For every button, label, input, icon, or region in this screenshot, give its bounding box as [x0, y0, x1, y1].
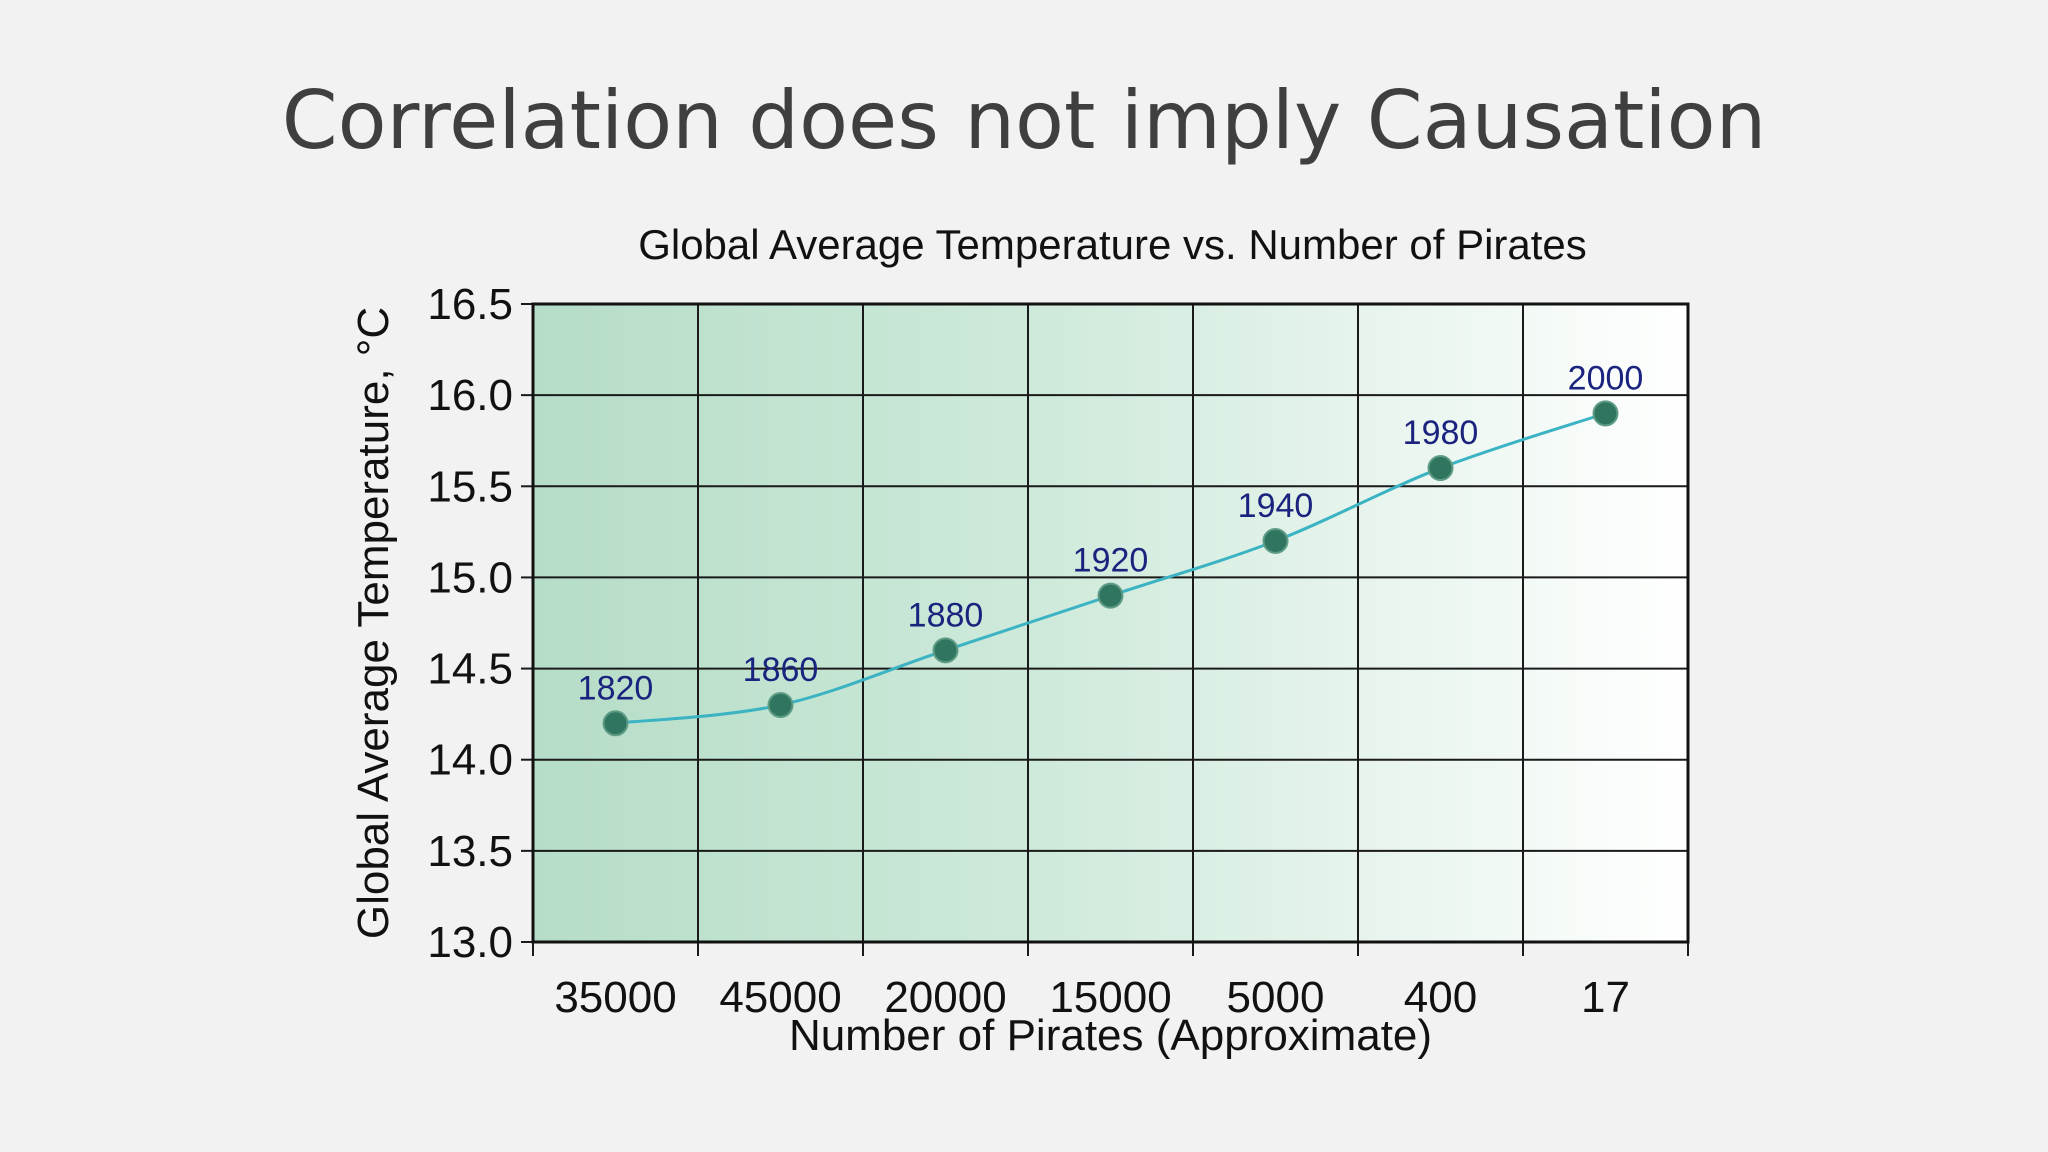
x-tick-label: 35000 [554, 973, 676, 1022]
tick-labels: 13.0 13.5 14.0 14.5 15.0 15.5 16.0 16.5 35000 450… [427, 280, 1630, 1022]
x-axis-label: Number of Pirates (Approximate) [789, 1011, 1432, 1060]
data-point-label: 1860 [743, 651, 819, 689]
slide-title: Correlation does not imply Causation [281, 74, 1767, 167]
data-markers: 1820 1860 1880 1920 1940 1980 2000 [578, 359, 1644, 737]
data-point [932, 637, 959, 664]
data-point [1592, 400, 1619, 427]
data-point-label: 1980 [1403, 414, 1479, 452]
axes [521, 302, 1690, 956]
x-tick-label: 45000 [719, 973, 841, 1022]
y-axis-label: Global Average Temperature, °C [349, 307, 398, 939]
x-tick-label: 400 [1404, 973, 1477, 1022]
y-tick-label: 13.0 [427, 918, 513, 967]
y-tick-label: 15.5 [427, 462, 513, 511]
data-point-label: 1820 [578, 669, 654, 707]
chart-title: Global Average Temperature vs. Number of… [638, 221, 1587, 268]
plot-area [533, 304, 1688, 942]
y-tick-label: 13.5 [427, 827, 513, 876]
data-point-label: 1880 [908, 596, 984, 634]
data-point-label: 1920 [1073, 542, 1149, 580]
data-point-label: 1940 [1238, 487, 1314, 525]
y-tick-label: 16.5 [427, 280, 513, 329]
x-tick-label: 17 [1581, 973, 1630, 1022]
x-tick-label: 20000 [884, 973, 1006, 1022]
data-point [602, 710, 629, 737]
x-tick-label: 5000 [1227, 973, 1325, 1022]
data-point [1262, 527, 1289, 554]
y-tick-label: 15.0 [427, 553, 513, 602]
data-point-label: 2000 [1568, 359, 1644, 397]
x-tick-label: 15000 [1049, 973, 1171, 1022]
data-point [767, 692, 794, 719]
y-tick-label: 14.5 [427, 645, 513, 694]
y-tick-label: 16.0 [427, 371, 513, 420]
y-tick-label: 14.0 [427, 736, 513, 785]
data-point [1427, 455, 1454, 482]
data-point [1097, 582, 1124, 609]
plot-frame [531, 302, 1690, 944]
